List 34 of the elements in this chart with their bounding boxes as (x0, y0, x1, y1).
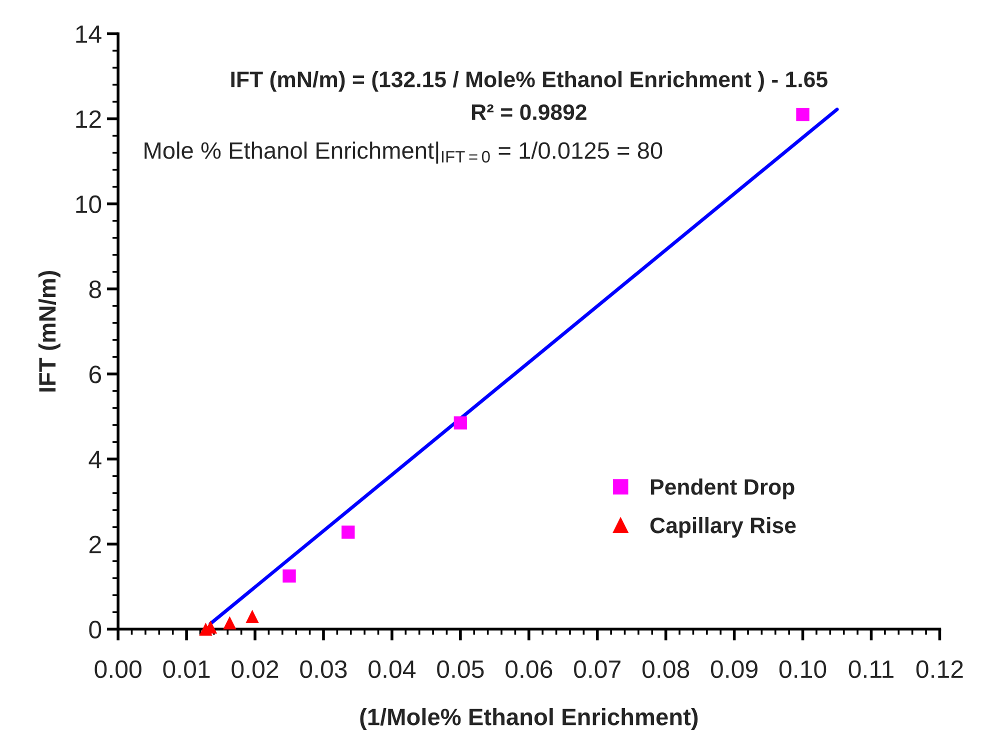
y-tick-label: 0 (89, 620, 102, 638)
legend-label: Capillary Rise (650, 516, 796, 538)
point (246, 610, 259, 623)
x-tick-label: 0.11 (848, 660, 894, 678)
y-tick-label: 4 (88, 450, 102, 468)
x-tick-label: 0.05 (437, 660, 484, 678)
y-tick-label: 6 (89, 366, 102, 384)
point (282, 569, 296, 583)
x-axis-title: (1/Mole% Ethanol Enrichment) (360, 708, 698, 730)
x-tick-label: 0.07 (574, 660, 620, 678)
legend-label: Pendent Drop (650, 478, 794, 500)
y-tick-label: 12 (76, 110, 101, 128)
x-tick-label: 0.04 (368, 660, 416, 678)
x-tick-label: 0.02 (232, 660, 278, 678)
x-tick-label: 0.12 (916, 660, 963, 678)
x-tick-label: 0.06 (506, 660, 552, 678)
y-tick-label: 8 (89, 280, 102, 298)
point (454, 416, 468, 430)
x-tick-label: 0.08 (642, 660, 690, 678)
annotation: R² = 0.9892 (472, 104, 586, 120)
y-tick-label: 14 (76, 26, 102, 43)
annotation: IFT (mN/m) = (132.15 / Mole% Ethanol Enrichment ) - 1.65 (231, 70, 828, 92)
x-tick-label: 0.10 (779, 660, 826, 678)
point (342, 526, 355, 539)
x-tick-label: 0.00 (94, 660, 142, 678)
x-tick-label: 0.01 (163, 660, 210, 678)
y-tick-label: 10 (76, 195, 102, 214)
x-tick-label: 0.03 (300, 660, 347, 678)
point (223, 616, 236, 630)
x-tick-label: 0.09 (710, 660, 758, 678)
point (796, 108, 810, 122)
annotation: Mole % Ethanol Enrichment|$_{IFT=0}$ = 1/0.0125 = 80 (144, 142, 662, 164)
y-axis-title: IFT (mN/m) (38, 270, 60, 392)
y-tick-label: 2 (89, 536, 101, 554)
